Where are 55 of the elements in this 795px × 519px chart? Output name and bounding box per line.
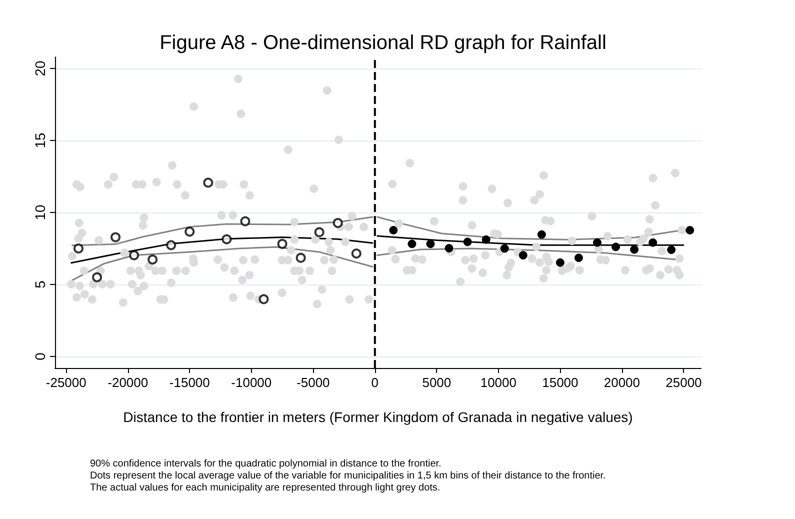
point: [482, 235, 490, 244]
x-tick-label: 25000: [666, 375, 702, 390]
point: [593, 238, 602, 247]
text: Dots represent the local average value of the variable for municipalities in 1,5 km bins of their distance to the frontier.: [90, 470, 606, 482]
point: [129, 250, 140, 260]
point: [110, 232, 121, 242]
x-tick-label: -10000: [231, 375, 272, 390]
point: [408, 240, 416, 248]
y-tick-label: 5: [32, 280, 48, 288]
x-tick-label: 5000: [422, 375, 452, 390]
point: [630, 245, 639, 254]
point: [389, 226, 398, 234]
x-tick-label: -5000: [296, 375, 330, 390]
x-tick-label: 0: [371, 375, 379, 390]
x-tick-label: -20000: [108, 375, 148, 390]
point: [556, 258, 564, 267]
point: [203, 178, 214, 188]
point: [518, 251, 528, 260]
point: [184, 226, 195, 237]
line-series: [72, 216, 374, 246]
x-tick-label: 15000: [542, 375, 578, 390]
text: 90% confidence intervals for the quadratic polynomial in distance to the frontier.: [90, 458, 442, 470]
x-tick-label: -25000: [46, 375, 86, 390]
point: [686, 226, 694, 234]
x-axis-title: Distance to the frontier in meters (Former Kingdom of Granada in negative values): [123, 409, 633, 425]
point: [332, 218, 343, 228]
x-tick-label: -15000: [169, 375, 210, 390]
point: [314, 227, 324, 238]
point: [277, 238, 288, 249]
point: [463, 238, 472, 246]
point: [166, 240, 176, 250]
point: [296, 252, 306, 263]
point: [240, 216, 250, 226]
point: [92, 272, 102, 282]
point: [667, 246, 676, 254]
text: The actual values for each municipality are represented through light grey dots.: [90, 482, 440, 494]
point: [537, 230, 546, 239]
point: [426, 240, 435, 248]
x-tick-label: 10000: [480, 375, 517, 390]
y-tick-label: 20: [32, 60, 48, 76]
point: [648, 238, 658, 247]
x-tick-label: 20000: [604, 375, 640, 390]
point: [444, 244, 454, 252]
point: [351, 248, 362, 259]
y-tick-label: 0: [32, 352, 48, 360]
y-tick-label: 15: [32, 132, 48, 148]
point: [612, 242, 620, 252]
point: [73, 243, 84, 254]
point: [148, 254, 158, 265]
point: [500, 244, 509, 253]
point: [222, 234, 232, 244]
point: [258, 294, 269, 304]
point: [574, 254, 583, 262]
y-tick-label: 10: [32, 204, 48, 220]
chart-title: Figure A8 - One-dimensional RD graph for Rainfall: [160, 32, 606, 54]
